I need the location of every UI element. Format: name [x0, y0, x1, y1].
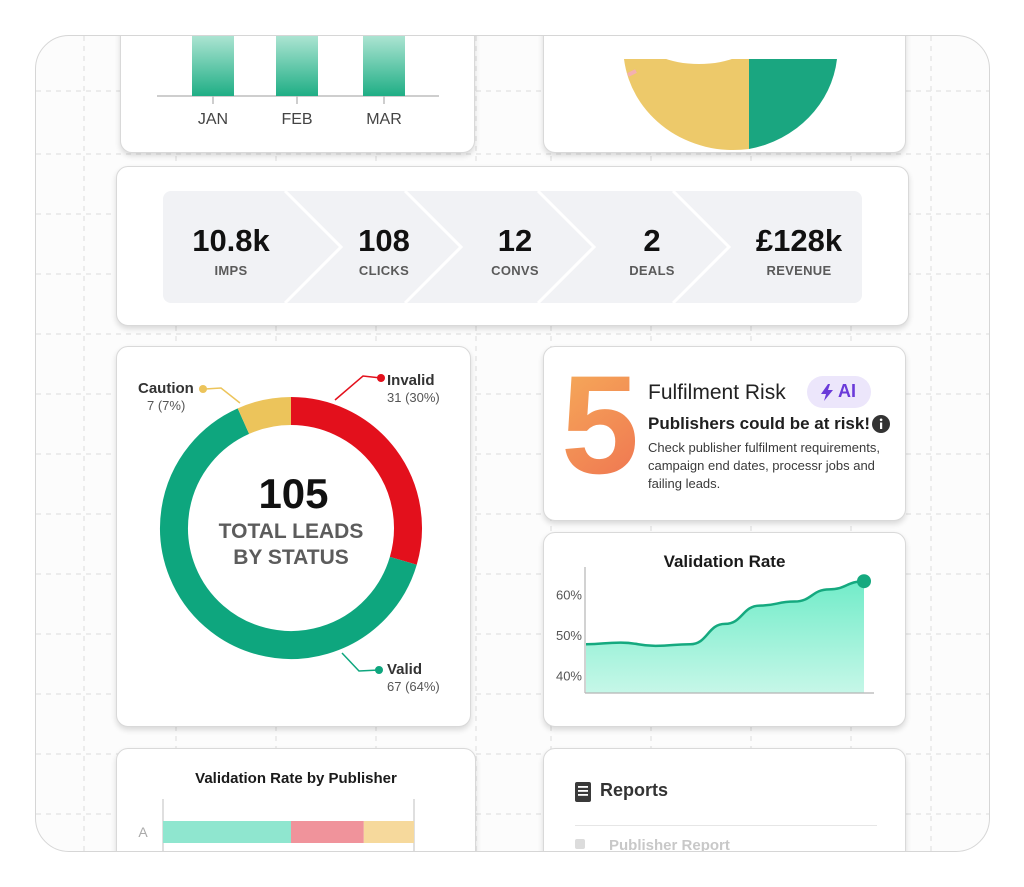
risk-number-text: 5	[561, 365, 639, 485]
tick-label-feb: FEB	[281, 111, 312, 128]
donut-slice-valid	[160, 408, 417, 659]
monthly-bars-card: JAN FEB MAR	[120, 36, 475, 153]
valid-connector	[341, 652, 380, 672]
publisher-rate-chart: A	[138, 799, 415, 851]
lightning-icon	[821, 384, 833, 401]
tick-label-jan: JAN	[198, 111, 228, 128]
leads-donut-chart	[160, 374, 422, 674]
leads-status-card: Invalid 31 (30%) Valid 67 (64%) Caution …	[116, 346, 471, 727]
valid-label: Valid	[387, 661, 423, 678]
publisher-rate-card: Validation Rate by Publisher A	[116, 748, 476, 851]
caution-dot	[199, 385, 207, 393]
invalid-label: Invalid	[387, 372, 435, 389]
publisher-rate-title: Validation Rate by Publisher	[195, 770, 397, 787]
risk-title: Fulfilment Risk	[648, 381, 786, 404]
reports-divider	[575, 825, 877, 826]
y-tick-60: 60%	[556, 587, 582, 602]
validation-rate-chart: 40% 50% 60%	[556, 567, 874, 694]
pie-slice-yellow	[624, 59, 749, 151]
publisher-tick-a: A	[138, 824, 148, 840]
pie-slice-green	[749, 59, 837, 149]
bar-feb	[276, 36, 318, 96]
invalid-dot	[377, 374, 385, 382]
donut-slice-invalid	[290, 397, 422, 565]
risk-description: Check publisher fulfilment requirements,…	[648, 440, 880, 491]
risk-subtitle-text: Publishers could be at risk!	[648, 414, 871, 433]
validation-rate-title: Validation Rate	[663, 552, 786, 571]
ai-badge-label: AI	[838, 381, 856, 401]
document-icon	[575, 782, 591, 802]
caution-count: 7 (7%)	[147, 398, 186, 413]
info-icon[interactable]	[872, 415, 890, 433]
risk-subtitle: Publishers could be at risk!	[648, 414, 870, 434]
dashboard-frame: JAN FEB MAR 10.8k	[35, 35, 990, 852]
invalid-connector	[334, 375, 382, 401]
monthly-bars-chart: JAN FEB MAR	[157, 36, 439, 128]
funnel: 10.8k IMPS 108 CLICKS 12 CONVS 2 DEALS £…	[163, 191, 862, 303]
publisher-bar-segment-1	[163, 821, 292, 843]
convs-label: CONVS	[491, 263, 539, 278]
reports-card: Reports Publisher Report	[543, 748, 906, 852]
clicks-label: CLICKS	[358, 263, 410, 278]
tick-label-mar: MAR	[366, 111, 402, 128]
bar-mar	[363, 36, 405, 96]
report-item-label: Publisher Report	[609, 837, 730, 852]
publisher-bar-segment-3	[363, 821, 414, 843]
convs-value: 12	[497, 223, 533, 258]
bar-jan	[192, 36, 234, 96]
leads-total-label: TOTAL LEADS BY STATUS	[218, 520, 364, 569]
leads-total: 105	[258, 470, 329, 517]
y-tick-50: 50%	[556, 628, 582, 643]
valid-count: 67 (64%)	[387, 679, 440, 694]
caution-label: Caution	[138, 380, 194, 397]
validation-rate-line	[585, 579, 865, 648]
ai-badge[interactable]: AI	[807, 376, 871, 408]
y-tick-40: 40%	[556, 669, 582, 684]
donut-slice-caution	[237, 397, 292, 435]
validation-rate-card: Validation Rate 40% 50% 60%	[543, 532, 906, 727]
deals-value: 2	[643, 223, 661, 258]
clicks-value: 108	[358, 223, 410, 258]
caution-connector	[204, 387, 241, 404]
valid-dot	[375, 666, 383, 674]
invalid-count: 31 (30%)	[387, 390, 440, 405]
funnel-background	[163, 191, 862, 303]
report-item-publisher[interactable]: Publisher Report	[575, 837, 885, 852]
validation-rate-endpoint	[857, 574, 871, 589]
top-pie-card	[543, 36, 906, 153]
reports-title: Reports	[600, 780, 669, 800]
revenue-value: £128k	[755, 223, 843, 258]
top-pie-chart	[624, 36, 837, 151]
imps-label: IMPS	[214, 263, 248, 278]
risk-number: 5	[561, 365, 639, 485]
imps-value: 10.8k	[192, 223, 270, 258]
funnel-metrics-card: 10.8k IMPS 108 CLICKS 12 CONVS 2 DEALS £…	[116, 166, 909, 326]
publisher-bar-segment-2	[291, 821, 364, 843]
report-item-icon	[575, 839, 585, 849]
validation-rate-area	[586, 581, 864, 693]
deals-label: DEALS	[629, 263, 675, 278]
revenue-label: REVENUE	[766, 263, 832, 278]
fulfilment-risk-card: 5 Fulfilment Risk AI Publishers could be…	[543, 346, 906, 521]
